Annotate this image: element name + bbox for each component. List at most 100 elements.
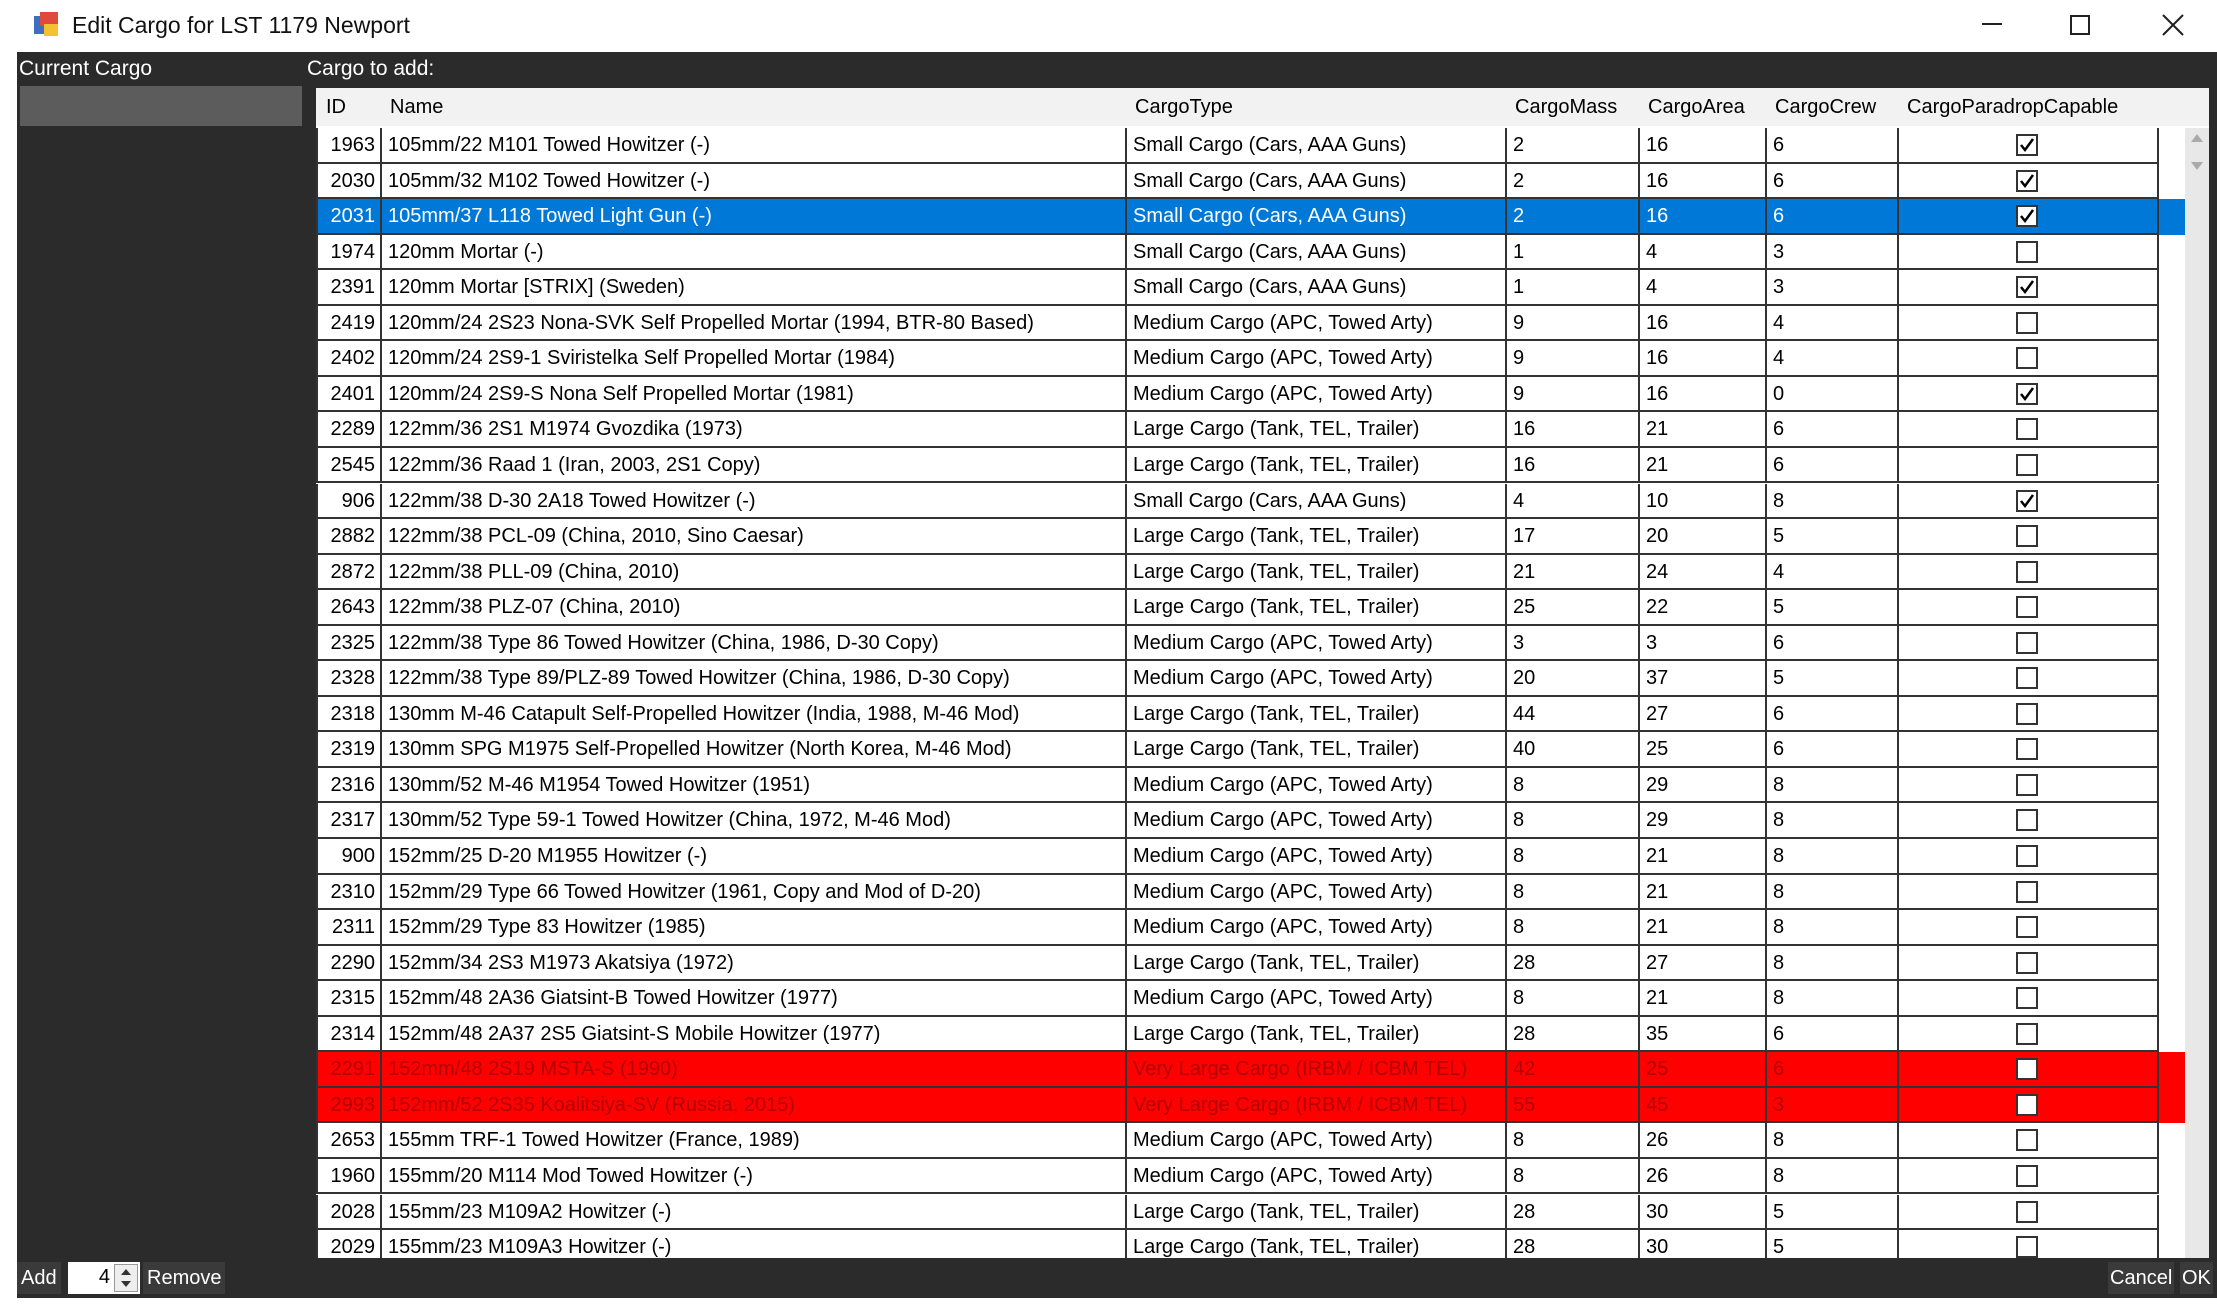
paradrop-checkbox[interactable] bbox=[2016, 347, 2038, 370]
paradrop-checkbox[interactable] bbox=[2016, 382, 2038, 405]
cargo-number: 28 bbox=[1507, 945, 1640, 982]
cargo-number: 8 bbox=[1767, 981, 1899, 1017]
column-header[interactable]: ID bbox=[318, 88, 382, 126]
paradrop-checkbox[interactable] bbox=[2016, 773, 2038, 796]
table-row[interactable] bbox=[316, 1052, 2185, 1088]
table-row[interactable] bbox=[316, 1016, 2185, 1053]
table-row[interactable] bbox=[316, 696, 2185, 733]
paradrop-checkbox[interactable] bbox=[2016, 631, 2038, 654]
paradrop-checkbox[interactable] bbox=[2016, 560, 2038, 583]
cargo-name: 152mm/52 2S35 Koalitsiya-SV (Russia, 201… bbox=[382, 1087, 1127, 1124]
paradrop-checkbox[interactable] bbox=[2016, 845, 2038, 867]
table-row[interactable] bbox=[316, 199, 2185, 235]
paradrop-checkbox[interactable] bbox=[2016, 169, 2038, 192]
table-row[interactable] bbox=[316, 554, 2185, 591]
ok-button[interactable]: OK bbox=[2180, 1262, 2213, 1294]
table-row[interactable] bbox=[316, 270, 2185, 306]
paradrop-checkbox[interactable] bbox=[2016, 525, 2038, 548]
table-row[interactable] bbox=[316, 945, 2185, 982]
table-row[interactable] bbox=[316, 234, 2185, 271]
column-header[interactable]: CargoType bbox=[1127, 88, 1507, 126]
paradrop-checkbox[interactable] bbox=[2016, 1164, 2038, 1187]
paradrop-checkbox[interactable] bbox=[2016, 809, 2038, 832]
cancel-button[interactable]: Cancel bbox=[2108, 1262, 2175, 1294]
table-row[interactable] bbox=[316, 376, 2185, 413]
cargo-name: 122mm/36 Raad 1 (Iran, 2003, 2S1 Copy) bbox=[382, 447, 1127, 484]
scroll-arrows[interactable] bbox=[2185, 128, 2209, 188]
table-row[interactable] bbox=[316, 128, 2185, 164]
current-cargo-list[interactable] bbox=[20, 86, 302, 126]
paradrop-checkbox[interactable] bbox=[2016, 1058, 2038, 1081]
cargo-number: 9 bbox=[1507, 305, 1640, 342]
cargo-id: 2311 bbox=[318, 910, 382, 946]
paradrop-checkbox[interactable] bbox=[2016, 916, 2038, 939]
paradrop-cell bbox=[1899, 341, 2159, 377]
column-header[interactable]: CargoParadropCapable bbox=[1899, 88, 2159, 126]
column-header[interactable]: Name bbox=[382, 88, 1127, 126]
paradrop-checkbox[interactable] bbox=[2016, 667, 2038, 690]
paradrop-checkbox[interactable] bbox=[2016, 240, 2038, 263]
paradrop-checkbox[interactable] bbox=[2016, 1093, 2038, 1116]
paradrop-checkbox[interactable] bbox=[2016, 453, 2038, 476]
table-row[interactable] bbox=[316, 447, 2185, 484]
spinner-arrows[interactable] bbox=[114, 1264, 138, 1292]
cargo-number: 8 bbox=[1767, 945, 1899, 982]
table-row[interactable] bbox=[316, 661, 2185, 697]
paradrop-checkbox[interactable] bbox=[2016, 311, 2038, 334]
paradrop-checkbox[interactable] bbox=[2016, 1236, 2038, 1258]
paradrop-checkbox[interactable] bbox=[2016, 1129, 2038, 1152]
cargo-number: 9 bbox=[1507, 376, 1640, 413]
paradrop-checkbox[interactable] bbox=[2016, 738, 2038, 761]
table-row[interactable] bbox=[316, 981, 2185, 1017]
paradrop-checkbox[interactable] bbox=[2016, 1200, 2038, 1223]
table-row[interactable] bbox=[316, 767, 2185, 804]
table-row[interactable] bbox=[316, 874, 2185, 911]
paradrop-checkbox[interactable] bbox=[2016, 134, 2038, 156]
cargo-name: 105mm/22 M101 Towed Howitzer (-) bbox=[382, 128, 1127, 164]
table-row[interactable] bbox=[316, 803, 2185, 839]
column-header[interactable]: CargoArea bbox=[1640, 88, 1767, 126]
paradrop-checkbox[interactable] bbox=[2016, 1022, 2038, 1045]
table-row[interactable] bbox=[316, 1123, 2185, 1159]
paradrop-checkbox[interactable] bbox=[2016, 276, 2038, 299]
table-row[interactable] bbox=[316, 590, 2185, 626]
paradrop-checkbox[interactable] bbox=[2016, 596, 2038, 619]
cargo-number: 6 bbox=[1767, 447, 1899, 484]
row-left-edge bbox=[316, 874, 318, 911]
table-row[interactable] bbox=[316, 1158, 2185, 1195]
quantity-spinner[interactable]: 4 bbox=[68, 1262, 140, 1294]
table-row[interactable] bbox=[316, 341, 2185, 377]
cargo-number: 8 bbox=[1507, 874, 1640, 911]
add-button[interactable]: Add bbox=[17, 1262, 61, 1294]
paradrop-cell bbox=[1899, 1123, 2159, 1159]
table-row[interactable] bbox=[316, 1230, 2185, 1258]
paradrop-checkbox[interactable] bbox=[2016, 987, 2038, 1010]
table-row[interactable] bbox=[316, 163, 2185, 200]
cargo-number: 29 bbox=[1640, 803, 1767, 839]
paradrop-checkbox[interactable] bbox=[2016, 951, 2038, 974]
column-header[interactable]: CargoMass bbox=[1507, 88, 1640, 126]
cargo-type: Small Cargo (Cars, AAA Guns) bbox=[1127, 163, 1507, 200]
scrollbar[interactable] bbox=[2185, 128, 2209, 1258]
paradrop-checkbox[interactable] bbox=[2016, 205, 2038, 228]
paradrop-checkbox[interactable] bbox=[2016, 489, 2038, 512]
column-header[interactable]: CargoCrew bbox=[1767, 88, 1899, 126]
window-controls[interactable] bbox=[1960, 0, 2217, 52]
cargo-number: 10 bbox=[1640, 483, 1767, 520]
paradrop-checkbox[interactable] bbox=[2016, 702, 2038, 725]
table-row[interactable] bbox=[316, 519, 2185, 555]
row-left-edge bbox=[316, 1016, 318, 1053]
cargo-number: 42 bbox=[1507, 1052, 1640, 1088]
paradrop-checkbox[interactable] bbox=[2016, 880, 2038, 903]
table-row[interactable] bbox=[316, 483, 2185, 520]
remove-button[interactable]: Remove bbox=[143, 1262, 226, 1294]
table-row[interactable] bbox=[316, 412, 2185, 448]
table-row[interactable] bbox=[316, 305, 2185, 342]
table-row[interactable] bbox=[316, 1194, 2185, 1231]
table-row[interactable] bbox=[316, 732, 2185, 768]
table-row[interactable] bbox=[316, 625, 2185, 662]
paradrop-checkbox[interactable] bbox=[2016, 418, 2038, 441]
table-row[interactable] bbox=[316, 839, 2185, 875]
table-row[interactable] bbox=[316, 910, 2185, 946]
table-row[interactable] bbox=[316, 1087, 2185, 1124]
